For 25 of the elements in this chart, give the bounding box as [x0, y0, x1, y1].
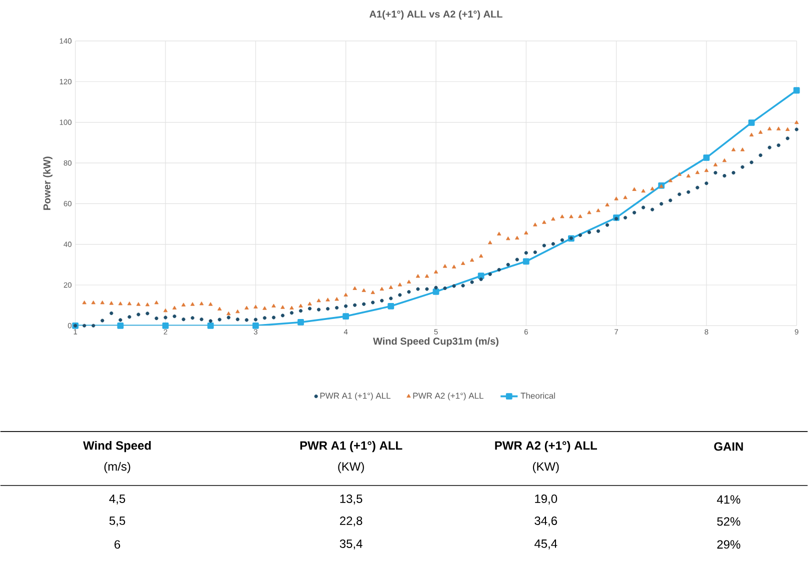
chart-title: A1(+1°) ALL vs A2 (+1°) ALL — [370, 10, 502, 20]
legend-label: PWR A1 (+1°) ALL — [320, 392, 390, 400]
text: 35,4 — [340, 539, 362, 550]
legend-label: Theorical — [520, 392, 555, 399]
y-axis-title: Power (kW) — [43, 156, 52, 210]
legend-label: PWR A2 (+1°) ALL — [413, 392, 484, 400]
text: 41% — [716, 495, 740, 504]
text: 4,5 — [109, 494, 126, 504]
text: 6 — [114, 540, 120, 548]
text: 45,4 — [534, 539, 558, 550]
text: 5,5 — [109, 516, 126, 526]
text: 34,6 — [534, 516, 557, 526]
text: (KW) — [532, 462, 559, 473]
text: 13,5 — [340, 494, 362, 504]
text: PWR A1 (+1°) ALL — [300, 440, 402, 452]
text: 52% — [717, 517, 740, 526]
text: GAIN — [714, 442, 743, 451]
text: Wind Speed — [83, 440, 151, 452]
text: (KW) — [338, 462, 364, 473]
text: (m/s) — [104, 462, 130, 473]
x-axis-title: Wind Speed Cup31m (m/s) — [373, 337, 498, 346]
text: 29% — [717, 540, 740, 548]
text: PWR A2 (+1°) ALL — [495, 440, 597, 452]
text: 19,0 — [535, 494, 558, 504]
text: 22,8 — [340, 516, 362, 526]
